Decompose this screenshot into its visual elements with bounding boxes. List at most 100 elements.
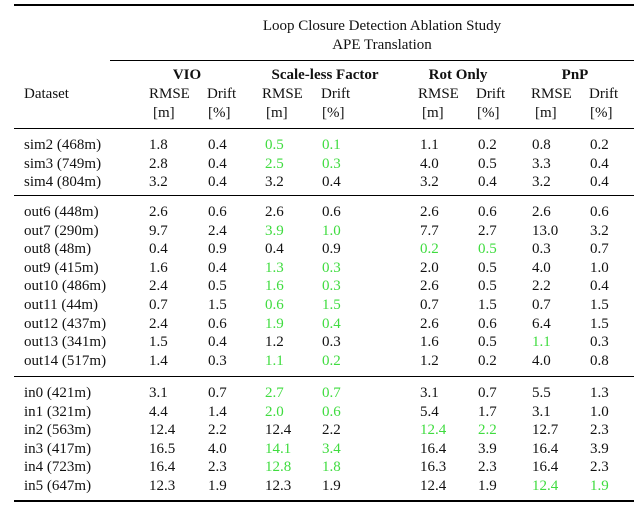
drift-cell: 1.4 bbox=[208, 403, 227, 420]
drift-cell: 0.4 bbox=[208, 137, 227, 153]
rmse-cell: 5.4 bbox=[420, 403, 439, 420]
rmse-cell: 6.4 bbox=[532, 315, 551, 332]
dataset-cell: sim4 (804m) bbox=[24, 174, 102, 191]
drift-cell: 0.4 bbox=[590, 155, 609, 172]
dataset-cell: out14 (517m) bbox=[24, 352, 107, 369]
rmse-cell: 2.0 bbox=[265, 403, 284, 420]
rmse-cell: 1.2 bbox=[265, 334, 284, 351]
dataset-cell: out13 (341m) bbox=[24, 334, 107, 351]
rmse-cell: 0.4 bbox=[265, 241, 284, 258]
rmse-cell: 1.1 bbox=[420, 137, 439, 153]
drift-cell: 3.9 bbox=[590, 440, 609, 457]
drift-cell: 1.5 bbox=[590, 297, 609, 313]
drift-cell: 0.2 bbox=[590, 137, 609, 153]
rmse-cell: 12.3 bbox=[149, 478, 176, 494]
drift-cell: 0.2 bbox=[478, 137, 497, 153]
rmse-cell: 12.4 bbox=[532, 478, 559, 494]
dataset-cell: in4 (723m) bbox=[24, 459, 92, 476]
drift-cell: 1.5 bbox=[590, 315, 609, 332]
method-header-vio: VIO bbox=[172, 67, 202, 83]
rmse-cell: 16.4 bbox=[532, 440, 559, 457]
drift-cell: 0.3 bbox=[322, 278, 341, 295]
dataset-cell: out9 (415m) bbox=[24, 259, 99, 276]
unit-rmse: [m] bbox=[422, 105, 444, 121]
drift-cell: 0.6 bbox=[322, 403, 341, 420]
drift-cell: 0.7 bbox=[208, 385, 227, 401]
rmse-cell: 12.3 bbox=[265, 478, 292, 494]
drift-cell: 1.7 bbox=[478, 403, 497, 420]
drift-cell: 4.0 bbox=[208, 440, 227, 457]
unit-drift: [%] bbox=[322, 105, 345, 121]
rmse-cell: 2.6 bbox=[149, 204, 168, 220]
drift-cell: 0.9 bbox=[322, 241, 341, 258]
rmse-cell: 2.8 bbox=[149, 155, 168, 172]
drift-cell: 1.9 bbox=[322, 478, 341, 494]
dataset-cell: in5 (647m) bbox=[24, 478, 92, 494]
drift-cell: 0.7 bbox=[590, 241, 609, 258]
rmse-cell: 1.4 bbox=[149, 352, 168, 369]
rmse-cell: 1.6 bbox=[149, 259, 168, 276]
drift-cell: 0.1 bbox=[322, 137, 341, 153]
rmse-cell: 12.4 bbox=[149, 422, 176, 439]
drift-cell: 0.5 bbox=[478, 334, 497, 351]
drift-cell: 0.5 bbox=[208, 278, 227, 295]
dataset-cell: in3 (417m) bbox=[24, 440, 92, 457]
rmse-cell: 0.6 bbox=[265, 297, 284, 313]
group-rule bbox=[14, 195, 634, 196]
drift-cell: 0.3 bbox=[322, 259, 341, 276]
method-header-scale-less-factor: Scale-less Factor bbox=[271, 67, 379, 83]
rmse-cell: 12.4 bbox=[420, 478, 447, 494]
group-rule bbox=[14, 376, 634, 377]
col-header-rmse: RMSE bbox=[149, 86, 190, 102]
col-header-drift: Drift bbox=[207, 86, 237, 102]
drift-cell: 0.5 bbox=[478, 155, 497, 172]
rmse-cell: 4.4 bbox=[149, 403, 168, 420]
drift-cell: 2.3 bbox=[478, 459, 497, 476]
drift-cell: 1.9 bbox=[478, 478, 497, 494]
rmse-cell: 2.5 bbox=[265, 155, 284, 172]
drift-cell: 2.2 bbox=[322, 422, 341, 439]
unit-drift: [%] bbox=[208, 105, 231, 121]
rmse-cell: 2.7 bbox=[265, 385, 284, 401]
rmse-cell: 3.1 bbox=[532, 403, 551, 420]
rmse-cell: 1.1 bbox=[265, 352, 284, 369]
rmse-cell: 1.2 bbox=[420, 352, 439, 369]
dataset-cell: in2 (563m) bbox=[24, 422, 92, 439]
drift-cell: 0.6 bbox=[478, 204, 497, 220]
drift-cell: 1.3 bbox=[590, 385, 609, 401]
col-header-drift: Drift bbox=[321, 86, 351, 102]
drift-cell: 0.7 bbox=[478, 385, 497, 401]
rmse-cell: 12.7 bbox=[532, 422, 559, 439]
rmse-cell: 3.2 bbox=[149, 174, 168, 191]
drift-cell: 0.5 bbox=[478, 259, 497, 276]
rmse-cell: 0.8 bbox=[532, 137, 551, 153]
rmse-cell: 16.3 bbox=[420, 459, 447, 476]
drift-cell: 0.5 bbox=[478, 278, 497, 295]
header-rule bbox=[14, 128, 634, 129]
drift-cell: 0.7 bbox=[322, 385, 341, 401]
drift-cell: 2.4 bbox=[208, 222, 227, 239]
rmse-cell: 12.4 bbox=[265, 422, 292, 439]
drift-cell: 1.9 bbox=[208, 478, 227, 494]
drift-cell: 0.6 bbox=[208, 315, 227, 332]
drift-cell: 0.3 bbox=[208, 352, 227, 369]
rmse-cell: 2.0 bbox=[420, 259, 439, 276]
drift-cell: 2.3 bbox=[590, 422, 609, 439]
rmse-cell: 1.3 bbox=[265, 259, 284, 276]
drift-cell: 0.4 bbox=[208, 155, 227, 172]
dataset-cell: out8 (48m) bbox=[24, 241, 92, 258]
rmse-cell: 3.9 bbox=[265, 222, 284, 239]
drift-cell: 2.3 bbox=[208, 459, 227, 476]
unit-rmse: [m] bbox=[535, 105, 557, 121]
rmse-cell: 4.0 bbox=[420, 155, 439, 172]
rmse-cell: 16.4 bbox=[149, 459, 176, 476]
drift-cell: 0.4 bbox=[322, 315, 341, 332]
col-header-rmse: RMSE bbox=[418, 86, 459, 102]
rmse-cell: 7.7 bbox=[420, 222, 439, 239]
col-header-rmse: RMSE bbox=[262, 86, 303, 102]
rmse-cell: 0.3 bbox=[532, 241, 551, 258]
rmse-cell: 1.5 bbox=[149, 334, 168, 351]
drift-cell: 2.3 bbox=[590, 459, 609, 476]
drift-cell: 0.4 bbox=[208, 259, 227, 276]
col-header-rmse: RMSE bbox=[531, 86, 572, 102]
